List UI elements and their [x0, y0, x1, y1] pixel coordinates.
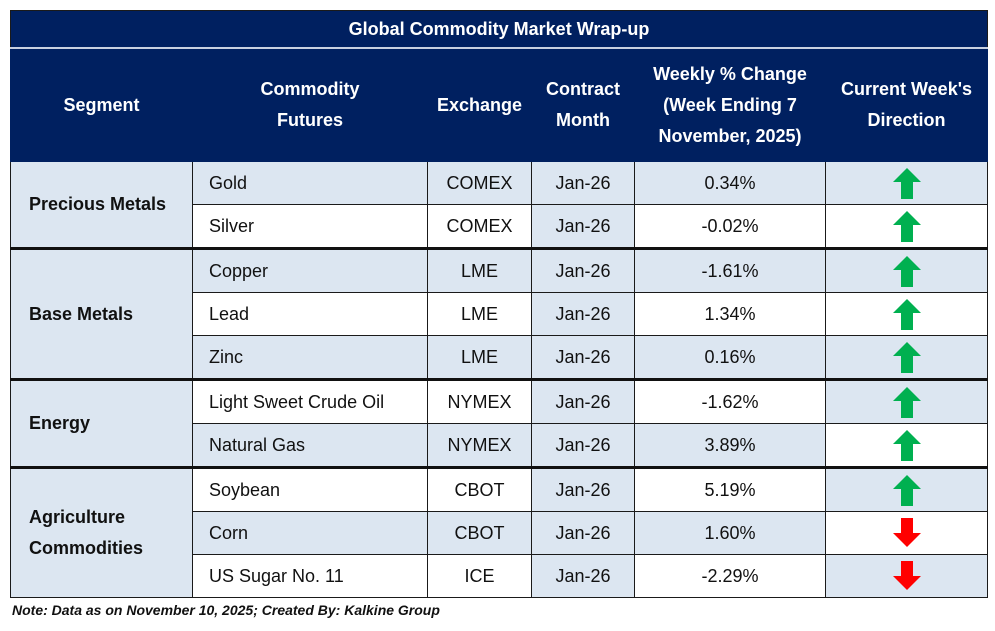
- exchange-cell: COMEX: [427, 161, 532, 205]
- change-cell: 3.89%: [634, 423, 826, 468]
- exchange-cell: ICE: [427, 554, 532, 598]
- header-direction: Current Week's Direction: [824, 47, 989, 162]
- change-cell: 0.16%: [634, 335, 826, 380]
- direction-cell: [824, 554, 989, 598]
- commodity-cell: US Sugar No. 11: [192, 554, 428, 598]
- change-cell: 1.60%: [634, 511, 826, 555]
- contract-cell: Jan-26: [531, 511, 635, 555]
- header-contract: Contract Month: [531, 47, 635, 162]
- commodity-cell: Natural Gas: [192, 423, 428, 468]
- exchange-cell: COMEX: [427, 204, 532, 249]
- arrow-up-icon: [892, 341, 921, 373]
- exchange-cell: NYMEX: [427, 423, 532, 468]
- segment-cell: Agriculture Commodities: [10, 466, 193, 598]
- direction-cell: [824, 292, 989, 336]
- segment-cell: Base Metals: [10, 247, 193, 380]
- change-cell: 0.34%: [634, 161, 826, 205]
- change-cell: -2.29%: [634, 554, 826, 598]
- commodity-cell: Copper: [192, 247, 428, 293]
- exchange-cell: CBOT: [427, 511, 532, 555]
- arrow-down-icon: [892, 560, 921, 590]
- header-segment: Segment: [10, 47, 193, 162]
- table-row: Zinc LME Jan-26 0.16%: [11, 335, 989, 380]
- commodity-cell: Lead: [192, 292, 428, 336]
- commodity-cell: Silver: [192, 204, 428, 249]
- direction-cell: [824, 423, 989, 468]
- commodity-cell: Gold: [192, 161, 428, 205]
- header-change: Weekly % Change (Week Ending 7 November,…: [634, 47, 826, 162]
- change-cell: -1.61%: [634, 247, 826, 293]
- contract-cell: Jan-26: [531, 161, 635, 205]
- table-row: Silver COMEX Jan-26 -0.02%: [11, 204, 989, 249]
- header-commodity: Commodity Futures: [192, 47, 428, 162]
- commodity-cell: Soybean: [192, 466, 428, 512]
- table-row: US Sugar No. 11 ICE Jan-26 -2.29%: [11, 554, 989, 598]
- exchange-cell: NYMEX: [427, 378, 532, 424]
- exchange-cell: LME: [427, 247, 532, 293]
- direction-cell: [824, 247, 989, 293]
- contract-cell: Jan-26: [531, 292, 635, 336]
- arrow-up-icon: [892, 386, 921, 418]
- table-row: Natural Gas NYMEX Jan-26 3.89%: [11, 423, 989, 468]
- commodity-cell: Zinc: [192, 335, 428, 380]
- exchange-cell: LME: [427, 292, 532, 336]
- change-cell: -1.62%: [634, 378, 826, 424]
- contract-cell: Jan-26: [531, 247, 635, 293]
- contract-cell: Jan-26: [531, 423, 635, 468]
- change-cell: -0.02%: [634, 204, 826, 249]
- arrow-up-icon: [892, 167, 921, 199]
- change-cell: 1.34%: [634, 292, 826, 336]
- direction-cell: [824, 161, 989, 205]
- arrow-down-icon: [892, 517, 921, 547]
- arrow-up-icon: [892, 210, 921, 242]
- direction-cell: [824, 204, 989, 249]
- contract-cell: Jan-26: [531, 554, 635, 598]
- exchange-cell: CBOT: [427, 466, 532, 512]
- table-row: Precious Metals Gold COMEX Jan-26 0.34%: [10, 161, 989, 249]
- header-exchange: Exchange: [427, 47, 532, 162]
- table-title: Global Commodity Market Wrap-up: [9, 10, 989, 49]
- contract-cell: Jan-26: [531, 204, 635, 249]
- footnote: Note: Data as on November 10, 2025; Crea…: [12, 602, 440, 618]
- direction-cell: [824, 511, 989, 555]
- exchange-cell: LME: [427, 335, 532, 380]
- direction-cell: [824, 335, 989, 380]
- arrow-up-icon: [892, 298, 921, 330]
- direction-cell: [824, 378, 989, 424]
- table-row: Corn CBOT Jan-26 1.60%: [11, 511, 989, 555]
- change-cell: 5.19%: [634, 466, 826, 512]
- direction-cell: [824, 466, 989, 512]
- table-row: Energy Light Sweet Crude Oil NYMEX Jan-26 -1…: [10, 378, 989, 468]
- segment-cell: Precious Metals: [10, 161, 193, 249]
- arrow-up-icon: [892, 474, 921, 506]
- table-row: Agriculture Commodities Soybean CBOT Jan-26…: [10, 466, 989, 598]
- contract-cell: Jan-26: [531, 378, 635, 424]
- commodity-cell: Light Sweet Crude Oil: [192, 378, 428, 424]
- contract-cell: Jan-26: [531, 466, 635, 512]
- contract-cell: Jan-26: [531, 335, 635, 380]
- arrow-up-icon: [892, 255, 921, 287]
- commodity-table: Global Commodity Market Wrap-up Segment …: [9, 10, 989, 598]
- table-row: Base Metals Copper LME Jan-26 -1.61%: [10, 247, 989, 380]
- commodity-cell: Corn: [192, 511, 428, 555]
- segment-cell: Energy: [10, 378, 193, 468]
- arrow-up-icon: [892, 429, 921, 461]
